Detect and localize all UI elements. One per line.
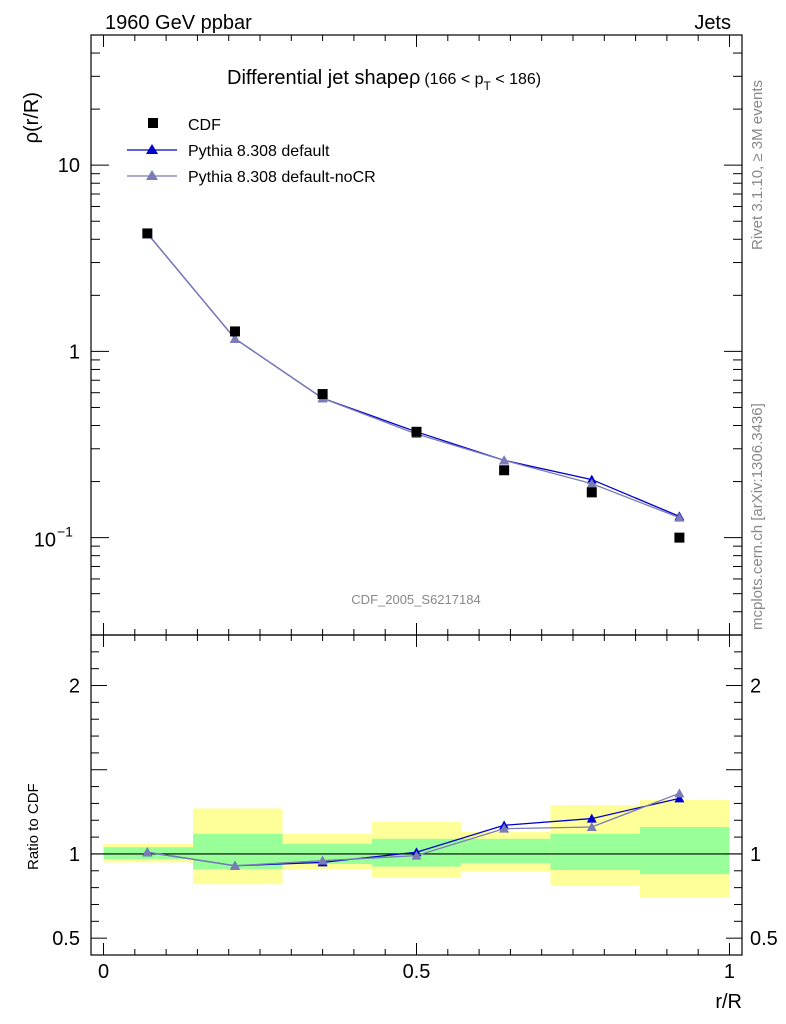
- data-point: [499, 465, 510, 476]
- rivet-label: Rivet 3.1.10, ≥ 3M events: [749, 80, 766, 250]
- series-point-ratio: [142, 847, 153, 857]
- data-point: [142, 228, 153, 239]
- data-point: [317, 389, 328, 400]
- data-point: [586, 487, 597, 498]
- mcplots-label: mcplots.cern.ch [arXiv:1306.3436]: [749, 403, 766, 630]
- series-point-ratio: [586, 813, 597, 823]
- title-sub: T: [484, 79, 492, 93]
- y-tick-label-bottom-right: 1: [750, 844, 761, 866]
- title-end: < 186): [491, 71, 541, 88]
- y-tick-label-bottom-left: 1: [69, 844, 80, 866]
- header-right: Jets: [694, 12, 731, 34]
- legend: CDF Pythia 8.308 default Pythia 8.308 de…: [127, 117, 376, 186]
- legend-marker-cdf: [148, 118, 158, 128]
- series-point-top: [499, 455, 510, 465]
- y-tick-label-top-sup: −1: [57, 524, 73, 540]
- x-tick-label: 1: [724, 961, 735, 983]
- series-point-top: [674, 512, 685, 522]
- green-band: [460, 838, 551, 864]
- series-point-ratio: [317, 855, 328, 865]
- data-point: [411, 426, 422, 437]
- title-range: (166 < p: [424, 71, 483, 88]
- series-line-top: [146, 233, 680, 519]
- data-point: [229, 326, 240, 337]
- watermark: CDF_2005_S6217184: [351, 592, 480, 607]
- chart-title: Differential jet shapeρ (166 < pT < 186): [227, 67, 541, 93]
- series-point-top: [586, 478, 597, 488]
- series-point-ratio: [674, 793, 685, 803]
- data-point: [674, 532, 685, 543]
- legend-marker-default: [146, 144, 158, 154]
- bottom-panel-frame: [90, 634, 743, 956]
- series-point-ratio: [229, 860, 240, 870]
- x-tick-label: 0: [98, 961, 109, 983]
- green-band: [639, 827, 730, 875]
- y-tick-label-bottom-left: 2: [69, 676, 80, 698]
- series-point-ratio: [674, 788, 685, 798]
- y-tick-label-bottom-right: 0.5: [750, 928, 778, 950]
- series-point-ratio: [586, 822, 597, 831]
- series-point-ratio: [411, 850, 422, 860]
- series-point-ratio: [499, 823, 510, 833]
- y-axis-label-bottom: Ratio to CDF: [25, 783, 42, 870]
- legend-label-nocr: Pythia 8.308 default-noCR: [188, 169, 376, 186]
- y-axis-label-top: ρ(r/R): [21, 92, 43, 143]
- series-line-top: [146, 233, 680, 518]
- green-band: [550, 833, 640, 870]
- y-tick-label-top: 10: [34, 530, 56, 552]
- y-tick-label-top: 10: [58, 155, 80, 177]
- title-main: Differential jet shapeρ: [227, 67, 420, 89]
- y-tick-label-top: 1: [69, 341, 80, 363]
- legend-label-cdf: CDF: [188, 117, 221, 134]
- y-tick-label-bottom-right: 2: [750, 676, 761, 698]
- legend-marker-nocr: [146, 170, 158, 180]
- legend-label-default: Pythia 8.308 default: [188, 143, 330, 160]
- series-point-top: [229, 333, 240, 343]
- x-axis-label: r/R: [715, 991, 742, 1013]
- x-tick-label: 0.5: [403, 961, 431, 983]
- header-left: 1960 GeV ppbar: [105, 12, 252, 34]
- y-tick-label-bottom-left: 0.5: [52, 928, 80, 950]
